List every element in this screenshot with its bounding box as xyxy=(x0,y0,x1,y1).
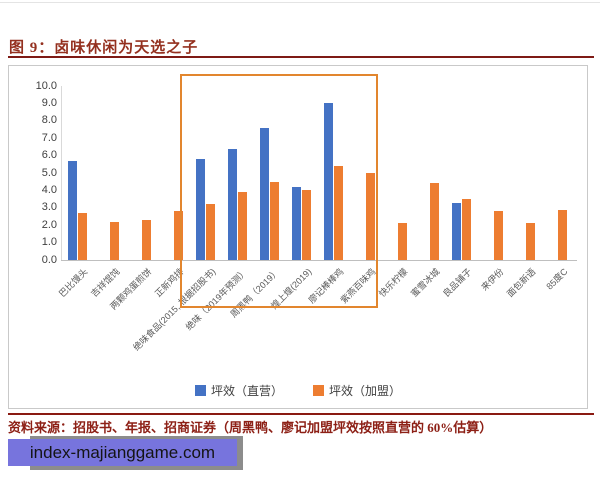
bar-franchise xyxy=(205,204,215,260)
y-axis-tick: 3.0 xyxy=(41,201,57,214)
bar-direct xyxy=(67,160,77,260)
y-axis-tick: 5.0 xyxy=(41,166,57,179)
bar-franchise xyxy=(557,209,567,260)
legend-label-direct: 坪效（直营） xyxy=(210,384,283,398)
legend-item-direct: 坪效（直营） xyxy=(194,382,283,399)
y-axis-tick: 4.0 xyxy=(41,183,57,196)
bar-direct xyxy=(259,127,269,260)
watermark-text: index-majianggame.com xyxy=(29,442,216,462)
y-axis-tick: 10.0 xyxy=(35,79,57,92)
bar-franchise xyxy=(493,211,503,260)
bar-franchise xyxy=(173,211,183,260)
page-top-divider xyxy=(0,2,600,3)
y-axis-tick: 6.0 xyxy=(41,149,57,162)
bar-direct xyxy=(195,159,205,260)
legend-label-franchise: 坪效（加盟） xyxy=(329,384,402,398)
bar-direct xyxy=(227,148,237,260)
legend-swatch-franchise xyxy=(313,385,324,396)
bar-franchise xyxy=(109,221,119,260)
title-underline xyxy=(8,56,594,58)
y-axis-tick: 1.0 xyxy=(41,236,57,249)
bar-direct xyxy=(451,202,461,260)
y-axis-tick: 8.0 xyxy=(41,114,57,127)
x-axis-line xyxy=(61,260,577,261)
bar-direct xyxy=(323,103,333,260)
y-axis-tick: 7.0 xyxy=(41,131,57,144)
y-axis-tick: 0.0 xyxy=(41,253,57,266)
bar-franchise xyxy=(269,181,279,260)
legend-swatch-direct xyxy=(194,385,206,396)
bar-franchise xyxy=(301,190,311,260)
y-axis-line xyxy=(61,86,62,260)
bar-direct xyxy=(291,186,301,260)
chart: 10.0 9.0 8.0 7.0 6.0 5.0 4.0 3.0 2.0 1.0 0.0 巴比馒头吉… xyxy=(8,65,588,409)
footer-divider xyxy=(8,413,594,415)
bar-franchise xyxy=(397,223,407,260)
bar-franchise xyxy=(333,166,343,260)
bar-franchise xyxy=(461,199,471,260)
bar-franchise xyxy=(141,219,151,260)
legend: 坪效（直营） 坪效（加盟） xyxy=(9,382,587,399)
source-note: 资料来源：招股书、年报、招商证券（周黑鸭、廖记加盟坪效按照直营的 60%估算） xyxy=(8,420,493,435)
y-axis-tick: 2.0 xyxy=(41,218,57,231)
bar-franchise xyxy=(77,213,87,260)
y-axis-tick: 9.0 xyxy=(41,96,57,109)
bar-franchise xyxy=(365,173,375,260)
figure-title: 图 9：卤味休闲为天选之子 xyxy=(9,40,199,56)
bar-franchise xyxy=(237,192,247,260)
bar-franchise xyxy=(429,183,439,260)
legend-item-franchise: 坪效（加盟） xyxy=(313,382,401,399)
bar-franchise xyxy=(525,223,535,260)
watermark-banner: index-majianggame.com xyxy=(8,439,237,466)
